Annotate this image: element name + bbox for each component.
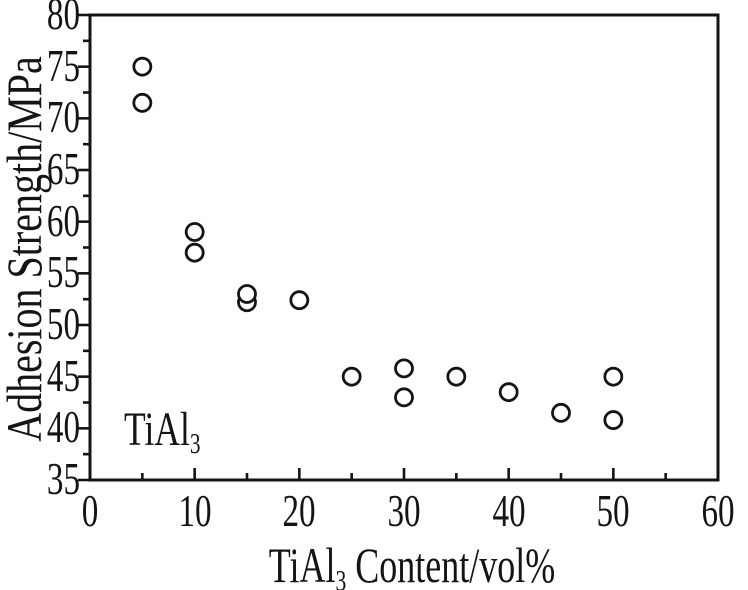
data-point-marker [132, 92, 153, 113]
y-tick-label: 65 [46, 143, 80, 195]
series-annotation-pre: TiAl [124, 403, 190, 456]
data-point-marker [184, 242, 205, 263]
y-tick-label: 45 [46, 349, 80, 401]
x-tick-label: 50 [596, 485, 630, 536]
y-tick-label: 40 [46, 401, 80, 453]
data-point-marker [603, 410, 624, 430]
y-axis-title-text: Adhesion Strength/MPa [0, 56, 52, 442]
series-annotation: TiAl3 [124, 406, 200, 459]
y-axis-title: Adhesion Strength/MPa [0, 56, 52, 442]
data-point-marker [341, 366, 362, 387]
series-annotation-subscript: 3 [189, 428, 201, 461]
data-point-marker [498, 382, 519, 403]
x-tick-label: 10 [178, 485, 212, 536]
y-tick-label: 35 [46, 453, 80, 505]
x-tick-label: 30 [387, 485, 421, 536]
data-point-marker [289, 290, 310, 311]
y-tick-label: 50 [46, 298, 80, 350]
x-axis-title-pre: TiAl [268, 537, 336, 590]
data-point-marker [237, 284, 257, 304]
data-point-marker [132, 56, 153, 77]
y-tick-label: 60 [46, 194, 80, 246]
y-tick-label: 75 [46, 39, 80, 91]
y-tick-label: 80 [46, 0, 80, 40]
x-tick-label: 60 [701, 485, 735, 536]
data-point-marker [394, 358, 414, 379]
data-point-marker [184, 222, 205, 242]
y-tick-label: 70 [46, 91, 80, 143]
x-tick-label: 40 [492, 485, 526, 536]
x-axis-title-subscript: 3 [335, 564, 347, 590]
x-axis-title: TiAl3 Content/vol% [269, 540, 556, 590]
data-point-marker [446, 366, 467, 387]
data-point-marker [603, 366, 624, 387]
x-tick-label: 20 [282, 485, 316, 536]
x-axis-title-post: Content/vol% [346, 537, 556, 590]
y-tick-label: 55 [46, 246, 80, 298]
data-point-marker [551, 402, 571, 423]
x-tick-label: 0 [81, 485, 99, 536]
data-point-marker [394, 387, 414, 408]
